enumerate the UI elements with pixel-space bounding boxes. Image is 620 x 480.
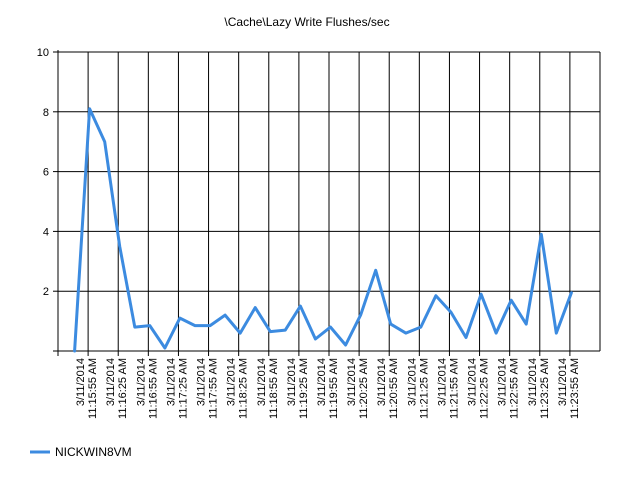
y-tick-label: 4 [43, 226, 49, 238]
x-tick-date: 3/11/2014 [196, 358, 208, 406]
y-axis: 2 4 6 8 10 [37, 47, 58, 298]
x-tick-label: 3/11/2014 11:16:55 AM [135, 358, 159, 419]
x-tick-time: 11:22:55 AM [509, 358, 521, 419]
x-tick-label: 3/11/2014 11:22:25 AM [467, 358, 491, 419]
legend[interactable]: NICKWIN8VM [30, 445, 132, 459]
x-tick-date: 3/11/2014 [165, 358, 177, 406]
x-tick-time: 11:16:25 AM [117, 358, 129, 419]
series-line [73, 107, 573, 353]
x-tick-date: 3/11/2014 [316, 358, 328, 406]
x-tick-time: 11:19:25 AM [298, 358, 310, 419]
x-tick-date: 3/11/2014 [557, 358, 569, 406]
x-tick-date: 3/11/2014 [286, 358, 298, 406]
x-tick-date: 3/11/2014 [376, 358, 388, 406]
x-tick-label: 3/11/2014 11:17:55 AM [196, 358, 220, 419]
x-tick-time: 11:20:55 AM [388, 358, 400, 419]
x-tick-label: 3/11/2014 11:20:25 AM [346, 358, 370, 419]
x-tick-label: 3/11/2014 11:18:55 AM [256, 358, 280, 419]
x-tick-label: 3/11/2014 11:19:25 AM [286, 358, 310, 419]
x-tick-label: 3/11/2014 11:21:55 AM [436, 358, 460, 419]
x-tick-date: 3/11/2014 [467, 358, 479, 406]
x-tick-date: 3/11/2014 [226, 358, 238, 406]
x-tick-label: 3/11/2014 11:17:25 AM [165, 358, 189, 419]
y-tick-label: 2 [43, 286, 49, 298]
x-tick-time: 11:18:25 AM [238, 358, 250, 419]
y-tick-label: 6 [43, 167, 49, 179]
x-tick-label: 3/11/2014 11:16:25 AM [105, 358, 129, 419]
x-tick-time: 11:15:55 AM [87, 358, 99, 419]
x-tick-label: 3/11/2014 11:21:25 AM [406, 358, 430, 419]
x-tick-time: 11:23:55 AM [569, 358, 581, 419]
x-axis: 3/11/2014 11:15:55 AM 3/11/2014 11:16:25 AM… [75, 351, 581, 419]
x-tick-time: 11:23:25 AM [539, 358, 551, 419]
x-tick-date: 3/11/2014 [75, 358, 87, 406]
x-tick-time: 11:16:55 AM [147, 358, 159, 419]
y-tick-label: 8 [43, 107, 49, 119]
series-layer [73, 107, 573, 353]
x-tick-date: 3/11/2014 [497, 358, 509, 406]
x-tick-time: 11:21:55 AM [448, 358, 460, 419]
x-tick-time: 11:18:55 AM [268, 358, 280, 419]
x-tick-label: 3/11/2014 11:23:25 AM [527, 358, 551, 419]
x-tick-date: 3/11/2014 [105, 358, 117, 406]
x-tick-time: 11:19:55 AM [328, 358, 340, 419]
legend-label: NICKWIN8VM [55, 445, 132, 459]
x-tick-date: 3/11/2014 [135, 358, 147, 406]
x-tick-date: 3/11/2014 [256, 358, 268, 406]
x-tick-date: 3/11/2014 [406, 358, 418, 406]
x-tick-time: 11:22:25 AM [479, 358, 491, 419]
x-tick-time: 11:21:25 AM [418, 358, 430, 419]
x-tick-time: 11:20:25 AM [358, 358, 370, 419]
x-tick-time: 11:17:55 AM [208, 358, 220, 419]
x-tick-label: 3/11/2014 11:15:55 AM [75, 358, 99, 419]
x-tick-label: 3/11/2014 11:23:55 AM [557, 358, 581, 419]
x-tick-label: 3/11/2014 11:20:55 AM [376, 358, 400, 419]
x-tick-label: 3/11/2014 11:19:55 AM [316, 358, 340, 419]
y-tick-label: 10 [37, 47, 49, 59]
x-tick-date: 3/11/2014 [527, 358, 539, 406]
chart-title: \Cache\Lazy Write Flushes/sec [224, 15, 389, 29]
grid [53, 50, 601, 356]
x-tick-date: 3/11/2014 [346, 358, 358, 406]
x-tick-label: 3/11/2014 11:22:55 AM [497, 358, 521, 419]
x-tick-date: 3/11/2014 [436, 358, 448, 406]
x-tick-label: 3/11/2014 11:18:25 AM [226, 358, 250, 419]
x-tick-time: 11:17:25 AM [177, 358, 189, 419]
